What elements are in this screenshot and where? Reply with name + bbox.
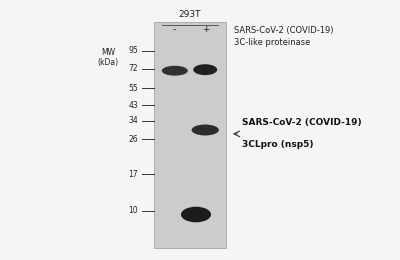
Text: 17: 17 bbox=[128, 170, 138, 179]
Text: +: + bbox=[202, 25, 210, 34]
Text: SARS-CoV-2 (COVID-19)
3C-like proteinase: SARS-CoV-2 (COVID-19) 3C-like proteinase bbox=[234, 26, 334, 47]
Text: MW
(kDa): MW (kDa) bbox=[98, 48, 118, 68]
Text: 26: 26 bbox=[128, 135, 138, 144]
Text: 293T: 293T bbox=[179, 10, 201, 19]
Text: -: - bbox=[172, 25, 176, 34]
Ellipse shape bbox=[162, 66, 188, 76]
Text: 55: 55 bbox=[128, 84, 138, 93]
Ellipse shape bbox=[192, 125, 219, 135]
Text: 72: 72 bbox=[128, 64, 138, 73]
Text: 3CLpro (nsp5): 3CLpro (nsp5) bbox=[242, 140, 314, 149]
Text: 95: 95 bbox=[128, 46, 138, 55]
Bar bbox=[154, 22, 226, 248]
Text: 10: 10 bbox=[128, 206, 138, 215]
Text: SARS-CoV-2 (COVID-19): SARS-CoV-2 (COVID-19) bbox=[242, 118, 362, 127]
Ellipse shape bbox=[193, 64, 217, 75]
Text: 43: 43 bbox=[128, 101, 138, 110]
Ellipse shape bbox=[181, 207, 211, 222]
Text: 34: 34 bbox=[128, 116, 138, 125]
